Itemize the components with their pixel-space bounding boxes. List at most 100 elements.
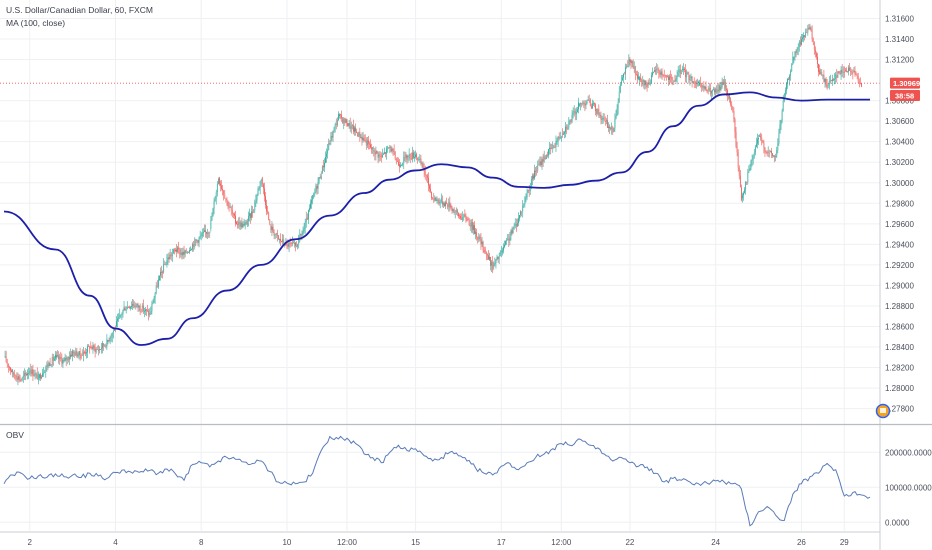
candle-body — [242, 224, 244, 228]
candle-body — [137, 303, 139, 308]
snapshot-icon[interactable] — [875, 403, 891, 419]
candle-body — [438, 199, 440, 204]
candle-body — [477, 236, 479, 240]
candle-body — [841, 69, 843, 73]
time-tick-label: 17 — [497, 538, 506, 547]
candle-body — [730, 98, 732, 105]
candle-body — [360, 136, 362, 139]
candle-body — [612, 126, 614, 133]
candle-body — [237, 224, 239, 225]
candle-body — [515, 223, 517, 227]
candle-body — [548, 149, 549, 156]
time-tick-label: 4 — [113, 538, 118, 547]
candle-body — [107, 340, 109, 342]
candle-body — [300, 234, 302, 236]
candle-body — [202, 232, 204, 233]
candle-body — [312, 195, 314, 201]
candle-body — [762, 141, 764, 143]
candle-body — [282, 239, 284, 243]
candle-body — [266, 204, 267, 212]
candle-body — [370, 144, 371, 148]
candle-body — [750, 160, 752, 168]
candle-body — [372, 147, 374, 150]
candle-body — [601, 119, 603, 120]
bar-countdown: 38:58 — [895, 92, 914, 101]
price-tick-label: 1.31400 — [885, 35, 914, 44]
candle-body — [89, 346, 91, 350]
candle-body — [368, 140, 369, 144]
candle-body — [738, 167, 740, 176]
candle-body — [462, 216, 464, 220]
candle-body — [94, 347, 96, 352]
candle-body — [836, 74, 838, 78]
candle-body — [313, 193, 315, 199]
candle-body — [339, 114, 340, 117]
candle-body — [234, 213, 235, 216]
candle-body — [600, 114, 602, 120]
candle-body — [22, 375, 24, 378]
candle-body — [423, 169, 425, 172]
candle-body — [25, 373, 26, 375]
candle-body — [419, 158, 421, 160]
candle-body — [634, 66, 636, 75]
candle-body — [85, 352, 86, 354]
candle-body — [338, 114, 339, 121]
obv-tick-label: 0.0000 — [885, 518, 910, 527]
candle-body — [44, 371, 46, 373]
candle-body — [174, 249, 175, 251]
candle-body — [604, 121, 606, 122]
candle-body — [656, 68, 658, 70]
candle-body — [135, 304, 137, 308]
candle-body — [776, 150, 778, 158]
candle-body — [626, 66, 628, 68]
candle-body — [91, 347, 93, 350]
price-tick-label: 1.28600 — [885, 322, 914, 331]
candle-body — [433, 198, 435, 201]
candle-body — [10, 367, 11, 371]
candle-body — [294, 242, 295, 244]
candle-body — [494, 263, 496, 264]
candle-body — [665, 75, 667, 77]
candle-body — [480, 238, 482, 245]
candle-body — [699, 82, 700, 86]
candle-body — [695, 82, 697, 85]
candle-body — [226, 199, 228, 201]
candle-body — [356, 131, 357, 133]
candle-body — [582, 102, 584, 104]
candle-body — [846, 70, 847, 72]
candle-body — [498, 255, 500, 259]
candle-body — [229, 207, 231, 208]
candle-body — [540, 161, 542, 166]
candle-body — [550, 147, 551, 149]
candle-body — [84, 351, 85, 353]
candle-body — [509, 236, 511, 241]
candle-body — [796, 49, 798, 53]
candle-body — [825, 78, 827, 85]
candle-body — [854, 70, 856, 75]
candle-body — [289, 242, 291, 244]
candle-body — [240, 222, 242, 227]
candle-body — [786, 83, 787, 91]
candle-body — [21, 377, 23, 380]
candle-body — [236, 221, 237, 225]
candle-body — [18, 376, 20, 380]
candle-body — [448, 202, 450, 208]
candle-body — [139, 305, 141, 311]
candle-body — [688, 74, 690, 81]
candle-body — [701, 83, 703, 88]
candle-body — [197, 240, 199, 243]
candle-body — [403, 157, 405, 164]
candle-body — [768, 151, 770, 153]
candle-body — [73, 352, 75, 353]
candle-body — [855, 74, 857, 76]
candle-body — [182, 251, 184, 256]
candle-body — [231, 210, 233, 214]
candle-body — [82, 351, 84, 356]
candle-body — [735, 132, 737, 147]
candle-body — [422, 163, 424, 170]
candle-body — [460, 216, 461, 219]
price-tick-label: 1.29200 — [885, 261, 914, 270]
candle-body — [45, 367, 47, 372]
ma-legend-label: MA (100, close) — [6, 18, 65, 28]
